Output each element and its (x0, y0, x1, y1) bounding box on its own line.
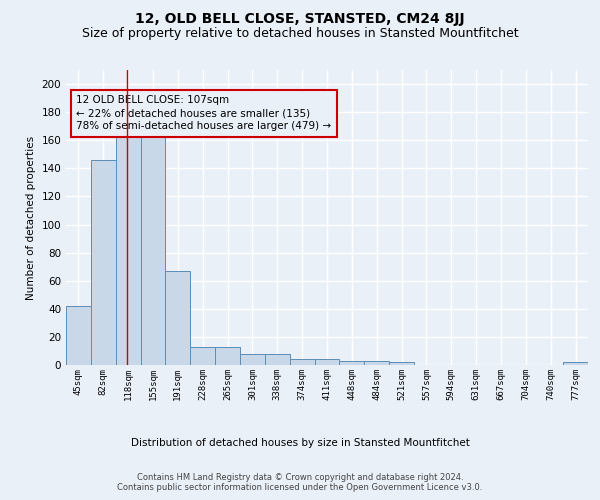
Bar (240, 354, 265, 365)
Text: Contains public sector information licensed under the Open Government Licence v3: Contains public sector information licen… (118, 484, 482, 492)
Bar (166, 271, 190, 365)
Bar (215, 346, 240, 365)
Y-axis label: Number of detached properties: Number of detached properties (26, 136, 36, 300)
Bar (66, 306, 91, 365)
Bar (290, 360, 314, 365)
Bar (364, 361, 389, 365)
Bar (91, 160, 116, 365)
Text: 12, OLD BELL CLOSE, STANSTED, CM24 8JJ: 12, OLD BELL CLOSE, STANSTED, CM24 8JJ (135, 12, 465, 26)
Bar (190, 346, 215, 365)
Bar (314, 360, 340, 365)
Bar (563, 362, 588, 365)
Bar (389, 362, 414, 365)
Text: Contains HM Land Registry data © Crown copyright and database right 2024.: Contains HM Land Registry data © Crown c… (137, 472, 463, 482)
Bar (340, 361, 364, 365)
Bar (140, 132, 166, 365)
Text: Distribution of detached houses by size in Stansted Mountfitchet: Distribution of detached houses by size … (131, 438, 469, 448)
Bar (265, 354, 290, 365)
Text: Size of property relative to detached houses in Stansted Mountfitchet: Size of property relative to detached ho… (82, 28, 518, 40)
Bar (116, 132, 140, 365)
Text: 12 OLD BELL CLOSE: 107sqm
← 22% of detached houses are smaller (135)
78% of semi: 12 OLD BELL CLOSE: 107sqm ← 22% of detac… (76, 95, 332, 132)
